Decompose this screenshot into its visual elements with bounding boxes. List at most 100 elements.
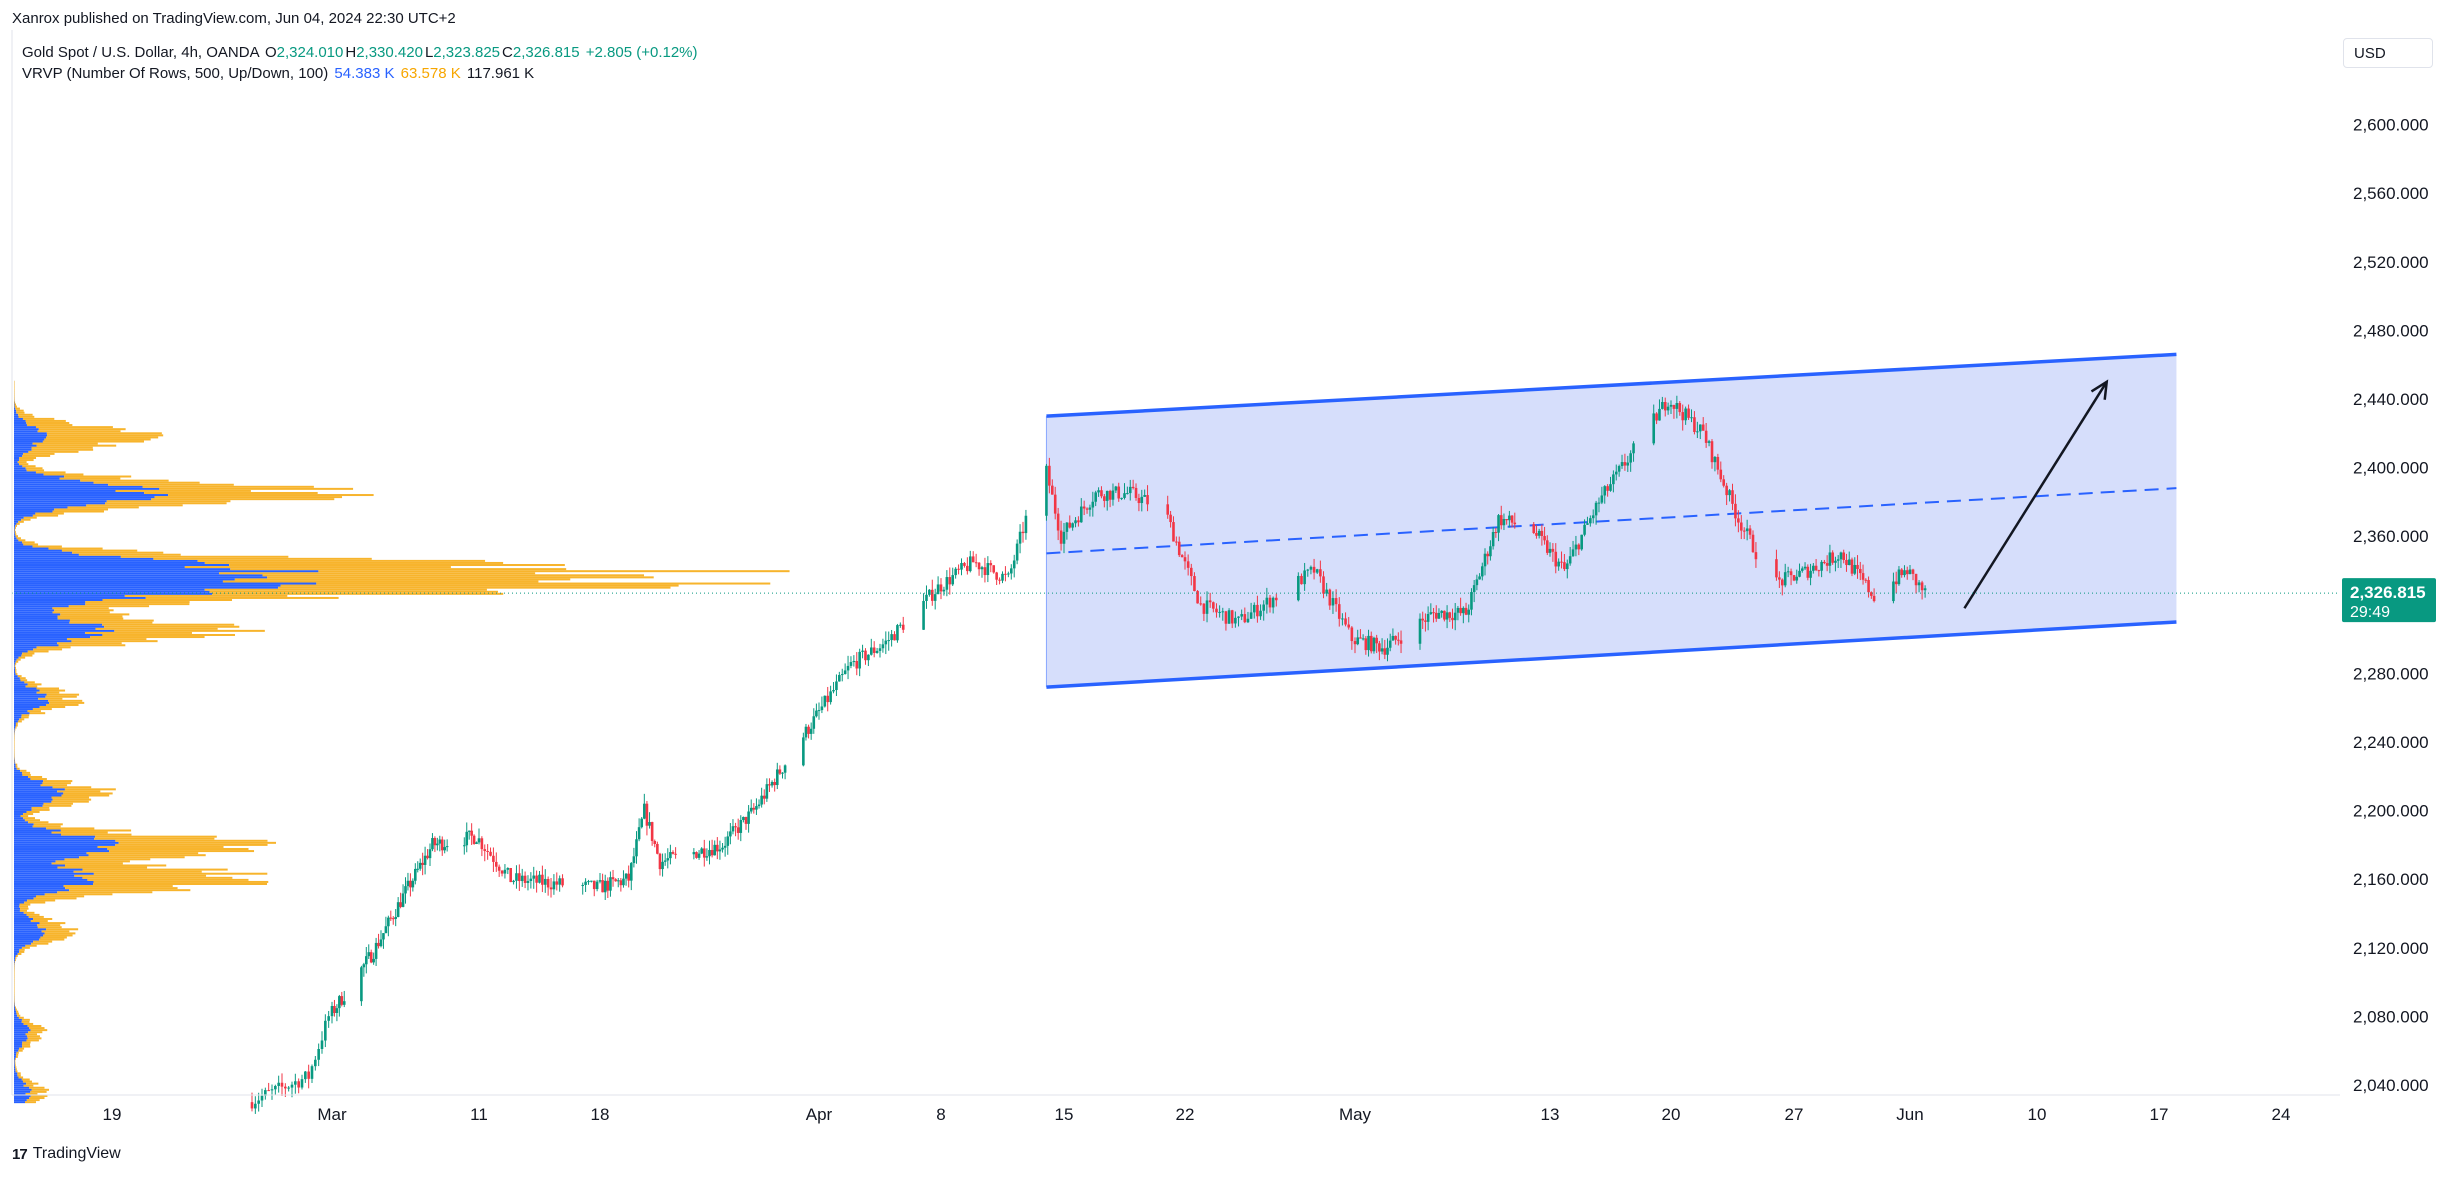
vp-row-up [14, 598, 103, 601]
vp-row-up [14, 926, 38, 929]
candle-body [1085, 508, 1089, 510]
projection-arrow[interactable] [1963, 379, 2109, 609]
candle-body [307, 1071, 310, 1079]
vp-row-up [14, 796, 52, 799]
candle-body [1737, 518, 1740, 523]
vp-row-up [14, 522, 17, 525]
candle-body [812, 716, 816, 729]
candle-body [968, 556, 972, 572]
candle-body [648, 822, 651, 826]
time-axis[interactable]: 19 Mar 11 18 Apr 8 15 22 May 13 20 27 Jun 10 17 24 [103, 1105, 2291, 1124]
candle-body [509, 868, 512, 883]
vrvp-legend[interactable]: VRVP (Number Of Rows, 500, Up/Down, 100)… [22, 65, 534, 82]
vp-row-down [28, 915, 44, 918]
candle-body [1707, 441, 1711, 443]
candle-body [433, 838, 437, 846]
vp-row-down [52, 786, 92, 789]
candle-body [1271, 597, 1275, 608]
candle-body [1583, 524, 1586, 535]
candle-body [500, 870, 504, 874]
vp-row-up [14, 835, 96, 838]
vp-row-up [14, 436, 47, 439]
candle-body [274, 1085, 277, 1090]
currency-selector[interactable]: USD [2343, 38, 2433, 68]
candle-body [878, 648, 882, 651]
parallel-channel[interactable] [1045, 352, 2177, 689]
vp-row-down [80, 479, 169, 482]
vp-row-down [14, 736, 15, 739]
vp-row-down [61, 833, 132, 836]
candle-body [529, 878, 533, 881]
vp-row-down [90, 636, 205, 639]
vp-row-up [14, 784, 41, 787]
candle-body [1663, 402, 1667, 411]
candle-body [523, 875, 527, 883]
vp-row-up [14, 790, 58, 793]
candle-body [729, 831, 732, 837]
vp-row-down [14, 526, 16, 529]
vp-row-up [14, 413, 19, 416]
vp-row-down [74, 874, 207, 877]
candle-body [270, 1089, 274, 1091]
vp-row-down [22, 1043, 31, 1046]
vp-row-down [93, 481, 200, 484]
vp-row-up [14, 862, 52, 865]
vp-row-down [52, 607, 109, 610]
candle-body [294, 1081, 297, 1085]
candle-body [1775, 559, 1778, 578]
candle-body [1126, 493, 1129, 495]
vp-row-down [15, 763, 18, 766]
vp-row-up [14, 693, 47, 696]
vp-row-down [14, 395, 15, 398]
symbol-legend[interactable]: Gold Spot / U.S. Dollar, 4h, OANDA O2,32… [22, 44, 698, 61]
vp-row-down [43, 473, 84, 476]
candle-body [872, 647, 876, 653]
vp-row-down [48, 699, 83, 702]
vp-row-up [14, 1076, 19, 1079]
vp-row-up [14, 955, 16, 958]
vp-row-up [14, 625, 105, 628]
candle-body [697, 853, 701, 858]
tradingview-footer[interactable]: 17 TradingView [12, 1145, 121, 1163]
candle-body [1268, 597, 1272, 608]
candle-body [960, 563, 963, 570]
vp-row-down [42, 804, 72, 807]
candle-body [1325, 589, 1328, 594]
candle-body [629, 863, 633, 881]
vp-row-up [14, 613, 61, 616]
candle-body [1497, 515, 1500, 533]
candle-body [1221, 611, 1225, 613]
vp-row-down [32, 442, 98, 445]
vp-row-down [106, 500, 231, 503]
candle-body [1655, 413, 1658, 421]
vp-row-down [71, 640, 158, 643]
candle-body [297, 1081, 300, 1088]
y-tick-label: 2,560.000 [2353, 184, 2429, 203]
candle-body [1470, 592, 1473, 610]
candle-body [1189, 567, 1193, 577]
candle-body [1464, 607, 1468, 615]
candle-body [1751, 534, 1755, 553]
vp-row-down [14, 732, 15, 735]
vp-row-down [32, 545, 62, 548]
candle-body [936, 584, 940, 595]
vp-row-down [19, 1047, 25, 1050]
candle-body [765, 784, 769, 799]
vp-row-down [16, 409, 24, 412]
vp-row-up [14, 660, 16, 663]
vp-row-up [14, 887, 66, 890]
y-tick-label: 2,440.000 [2353, 390, 2429, 409]
vp-row-down [48, 547, 103, 550]
vp-row-up [14, 483, 109, 486]
x-tick-label: 17 [2150, 1105, 2169, 1124]
vp-row-up [14, 868, 83, 871]
vp-row-down [31, 1088, 50, 1091]
candle-body [1806, 566, 1810, 578]
vp-row-up [14, 771, 23, 774]
vp-row-up [14, 864, 66, 867]
candle-body [1658, 408, 1661, 421]
vp-row-down [26, 1099, 40, 1102]
candle-body [609, 877, 612, 891]
vp-row-up [14, 541, 23, 544]
